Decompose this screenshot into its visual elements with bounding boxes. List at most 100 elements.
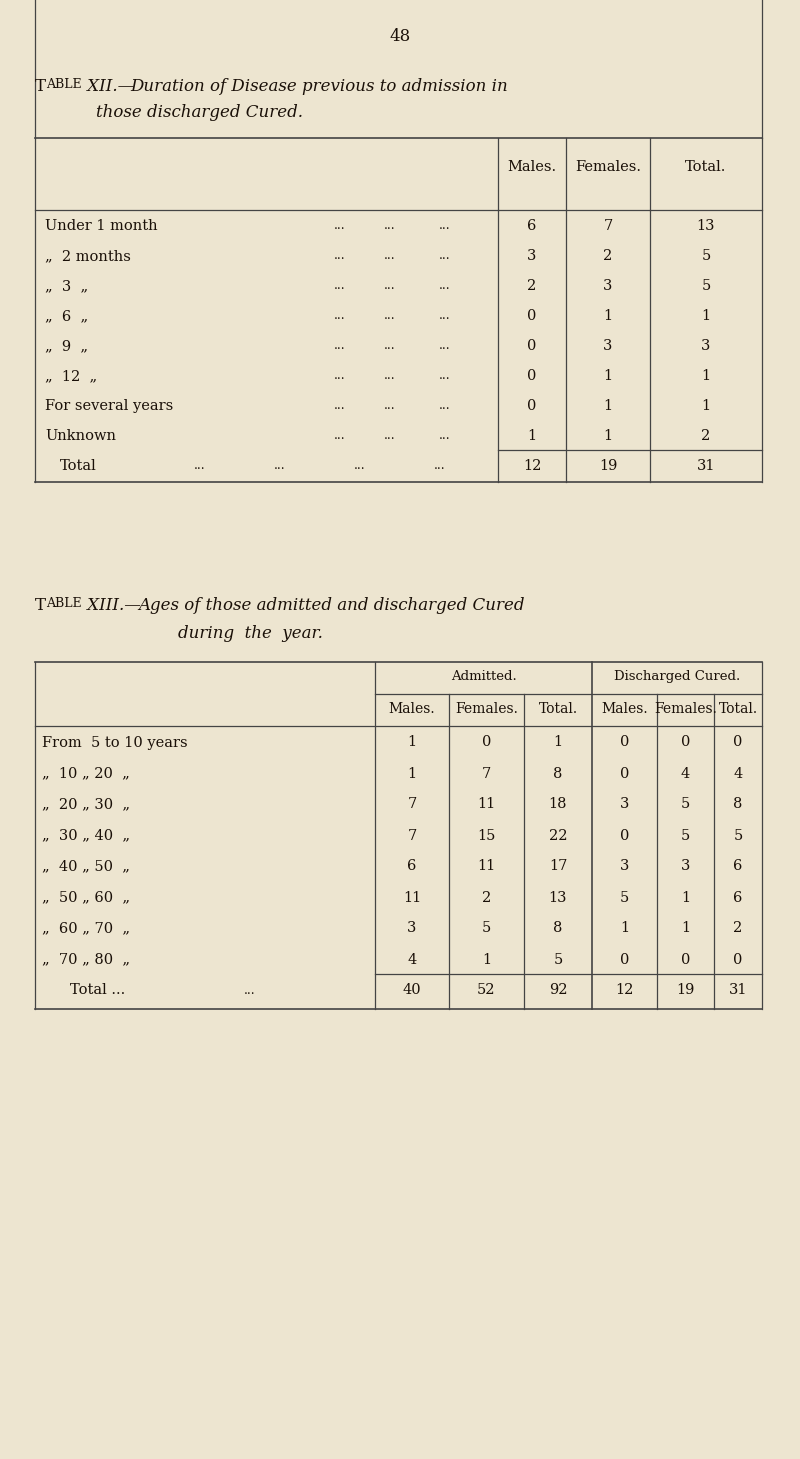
Text: 7: 7 <box>603 219 613 233</box>
Text: ...: ... <box>194 460 206 473</box>
Text: 18: 18 <box>549 798 567 811</box>
Text: 13: 13 <box>549 890 567 905</box>
Text: 1: 1 <box>407 766 417 781</box>
Text: 1: 1 <box>554 735 562 750</box>
Text: 12: 12 <box>615 983 634 998</box>
Text: Total.: Total. <box>718 702 758 716</box>
Text: 92: 92 <box>549 983 567 998</box>
Text: Males.: Males. <box>601 702 648 716</box>
Text: ...: ... <box>434 460 446 473</box>
Text: 0: 0 <box>734 735 742 750</box>
Text: 8: 8 <box>554 922 562 935</box>
Text: Admitted.: Admitted. <box>450 670 516 683</box>
Text: 22: 22 <box>549 829 567 842</box>
Text: 1: 1 <box>482 953 491 966</box>
Text: Unknown: Unknown <box>45 429 116 444</box>
Text: 0: 0 <box>620 953 629 966</box>
Text: ...: ... <box>334 429 346 442</box>
Text: ...: ... <box>334 369 346 382</box>
Text: 13: 13 <box>697 219 715 233</box>
Text: ABLE: ABLE <box>46 597 82 610</box>
Text: 40: 40 <box>402 983 422 998</box>
Text: ...: ... <box>439 369 451 382</box>
Text: 3: 3 <box>603 338 613 353</box>
Text: 5: 5 <box>702 249 710 263</box>
Text: 0: 0 <box>482 735 491 750</box>
Text: ...: ... <box>439 219 451 232</box>
Text: 3: 3 <box>527 249 537 263</box>
Text: ...: ... <box>384 398 396 411</box>
Text: ...: ... <box>244 983 256 996</box>
Text: Females.: Females. <box>575 160 641 174</box>
Text: those discharged Cured.: those discharged Cured. <box>97 104 303 121</box>
Text: ...: ... <box>439 279 451 292</box>
Text: Discharged Cured.: Discharged Cured. <box>614 670 740 683</box>
Text: 1: 1 <box>527 429 537 444</box>
Text: 12: 12 <box>523 460 541 473</box>
Text: 19: 19 <box>676 983 694 998</box>
Text: 1: 1 <box>603 429 613 444</box>
Text: 1: 1 <box>603 309 613 322</box>
Text: 0: 0 <box>527 369 537 384</box>
Text: 48: 48 <box>390 28 410 45</box>
Text: 0: 0 <box>527 338 537 353</box>
Text: 4: 4 <box>407 953 417 966</box>
Text: 1: 1 <box>603 369 613 384</box>
Text: 5: 5 <box>734 829 742 842</box>
Text: 6: 6 <box>734 890 742 905</box>
Text: 7: 7 <box>407 798 417 811</box>
Text: 2: 2 <box>603 249 613 263</box>
Text: ...: ... <box>384 279 396 292</box>
Text: XIII.—: XIII.— <box>82 597 141 614</box>
Text: 0: 0 <box>734 953 742 966</box>
Text: „  9  „: „ 9 „ <box>45 338 88 353</box>
Text: Males.: Males. <box>389 702 435 716</box>
Text: Males.: Males. <box>507 160 557 174</box>
Text: 0: 0 <box>681 735 690 750</box>
Text: 0: 0 <box>620 766 629 781</box>
Text: T: T <box>35 597 46 614</box>
Text: 0: 0 <box>681 953 690 966</box>
Text: 3: 3 <box>603 279 613 293</box>
Text: XII.—: XII.— <box>82 77 134 95</box>
Text: „  20 „ 30  „: „ 20 „ 30 „ <box>42 798 130 811</box>
Text: „  3  „: „ 3 „ <box>45 279 88 293</box>
Text: ...: ... <box>334 398 346 411</box>
Text: 6: 6 <box>407 859 417 874</box>
Text: ...: ... <box>334 279 346 292</box>
Text: ...: ... <box>439 249 451 263</box>
Text: 3: 3 <box>407 922 417 935</box>
Text: T: T <box>35 77 46 95</box>
Text: 3: 3 <box>702 338 710 353</box>
Text: 2: 2 <box>482 890 491 905</box>
Text: Total.: Total. <box>538 702 578 716</box>
Text: ...: ... <box>334 219 346 232</box>
Text: Duration of Disease previous to admission in: Duration of Disease previous to admissio… <box>130 77 508 95</box>
Text: ...: ... <box>384 309 396 322</box>
Text: „  2 months: „ 2 months <box>45 249 131 263</box>
Text: 31: 31 <box>697 460 715 473</box>
Text: 5: 5 <box>681 798 690 811</box>
Text: during  the  year.: during the year. <box>178 624 322 642</box>
Text: „  10 „ 20  „: „ 10 „ 20 „ <box>42 766 130 781</box>
Text: ...: ... <box>334 338 346 352</box>
Text: 1: 1 <box>603 398 613 413</box>
Text: 5: 5 <box>702 279 710 293</box>
Text: ...: ... <box>384 249 396 263</box>
Text: Females.: Females. <box>455 702 518 716</box>
Text: 11: 11 <box>478 798 496 811</box>
Text: 6: 6 <box>734 859 742 874</box>
Text: „  60 „ 70  „: „ 60 „ 70 „ <box>42 922 130 935</box>
Text: 8: 8 <box>734 798 742 811</box>
Text: 2: 2 <box>527 279 537 293</box>
Text: ...: ... <box>334 249 346 263</box>
Text: 1: 1 <box>702 398 710 413</box>
Text: 11: 11 <box>403 890 421 905</box>
Text: 1: 1 <box>681 890 690 905</box>
Text: „  40 „ 50  „: „ 40 „ 50 „ <box>42 859 130 874</box>
Text: 5: 5 <box>482 922 491 935</box>
Text: 3: 3 <box>681 859 690 874</box>
Text: 2: 2 <box>702 429 710 444</box>
Text: 5: 5 <box>620 890 629 905</box>
Text: 15: 15 <box>478 829 496 842</box>
